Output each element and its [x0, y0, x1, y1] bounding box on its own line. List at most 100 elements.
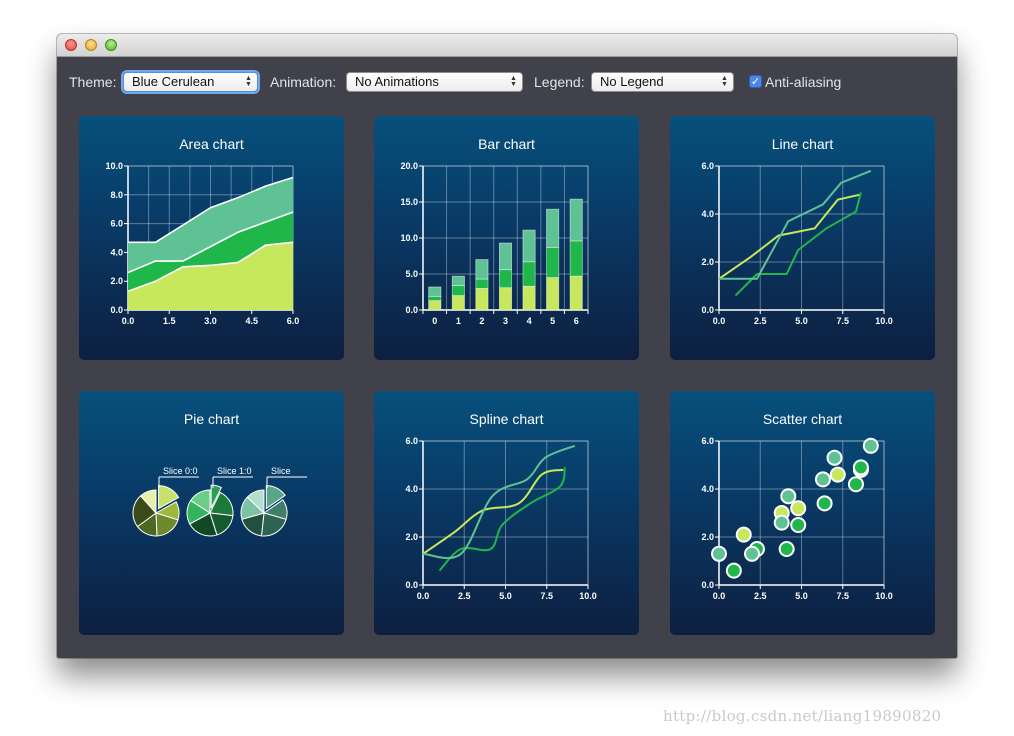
y-tick-label: 15.0	[400, 197, 418, 207]
x-tick-label: 10.0	[875, 316, 893, 326]
y-tick-label: 5.0	[405, 269, 418, 279]
spline-chart-panel: Spline chart 0.0 2.0 4.0 6.0 0.0 2.5 5.0 7.5 10.…	[374, 391, 639, 635]
pie-1-slice-5	[190, 489, 211, 514]
theme-label: Theme:	[69, 74, 117, 90]
pie-chart-title: Pie chart	[183, 411, 240, 427]
x-tick-label: 2.5	[754, 591, 767, 601]
spline-series-1	[438, 467, 566, 572]
scatter-point-2-0	[711, 545, 727, 562]
up-down-arrows-icon: ▲ ▼	[245, 75, 252, 88]
bar-2-series-1	[475, 278, 489, 289]
pie-0-slice-5	[139, 489, 157, 515]
spline-chart-svg: 0.0 2.0 4.0 6.0 0.0 2.5 5.0 7.5 10.0	[405, 436, 596, 601]
scatter-point-2-1	[744, 545, 760, 562]
x-tick-label: 10.0	[579, 591, 597, 601]
title-bar	[57, 34, 957, 57]
x-tick-label: 0.0	[122, 316, 135, 326]
x-tick-label: 7.5	[836, 591, 849, 601]
x-tick-label: 4.5	[245, 316, 258, 326]
bar-3-series-2	[498, 242, 513, 271]
scatter-chart-title: Scatter chart	[762, 411, 843, 427]
y-tick-label: 2.0	[110, 276, 123, 286]
pie-chart-svg: Slice 0:0 Slice 1:0 Slice	[132, 466, 307, 537]
bar-5-series-0	[546, 277, 560, 311]
scatter-point-1-2	[778, 541, 795, 557]
animation-combo[interactable]: No Animations ▲ ▼	[346, 72, 523, 92]
line-chart-title: Line chart	[771, 136, 834, 152]
x-tick-label: 7.5	[540, 591, 553, 601]
spline-series-2	[422, 444, 576, 560]
x-tick-label: 0.0	[417, 591, 430, 601]
scatter-point-2-4	[814, 471, 831, 488]
bar-6-series-2	[569, 198, 583, 242]
bar-chart-svg: 0.0 5.0 10.0 15.0 20.0 0 1 2 3 4 5 6	[400, 161, 589, 326]
animation-combo-value: No Animations	[355, 74, 439, 89]
app-window: Theme: Blue Cerulean ▲ ▼ Animation: No An…	[57, 34, 957, 658]
line-series-2	[719, 169, 872, 280]
legend-combo[interactable]: No Legend ▲ ▼	[591, 72, 734, 92]
antialiasing-checkbox[interactable]: ✓	[749, 75, 762, 88]
x-tick-label: 10.0	[875, 591, 893, 601]
y-tick-label: 0.0	[110, 305, 123, 315]
area-series-edge-0	[127, 241, 294, 293]
x-tick-label: 1	[456, 316, 461, 326]
up-down-arrows-icon: ▲ ▼	[510, 75, 517, 88]
checkmark-icon: ✓	[750, 75, 761, 88]
scatter-point-2-6	[862, 437, 879, 454]
bar-0-series-0	[428, 300, 442, 311]
pie-chart-panel: Pie chart Slice 0:0 Slice 1:0 Slice	[79, 391, 344, 635]
bar-6-series-1	[569, 240, 583, 277]
y-tick-label: 6.0	[701, 436, 714, 446]
bar-5-series-2	[546, 208, 560, 248]
theme-combo[interactable]: Blue Cerulean ▲ ▼	[123, 72, 258, 92]
close-traffic-light-icon[interactable]	[65, 39, 77, 51]
bar-4-series-2	[522, 229, 536, 263]
scatter-chart-svg: 0.0 2.0 4.0 6.0 0.0 2.5 5.0 7.5 10.0	[701, 436, 893, 601]
scatter-point-1-6	[852, 459, 869, 476]
plot-axes: 0.0 2.0 4.0 6.0 0.0 2.5 5.0 7.5 10.0	[701, 161, 892, 326]
pie-0-label: Slice 0:0	[163, 466, 198, 476]
maximize-traffic-light-icon[interactable]	[105, 39, 117, 51]
y-tick-label: 4.0	[701, 209, 714, 219]
pie-1-label: Slice 1:0	[217, 466, 252, 476]
area-chart-svg: 0.0 2.0 4.0 6.0 8.0 10.0 0.0 1.5 3.0 4.5 6.0	[105, 161, 300, 326]
x-tick-label: 6.0	[287, 316, 300, 326]
scatter-point-0-2	[790, 500, 807, 517]
x-tick-label: 2.5	[754, 316, 767, 326]
x-tick-label: 3	[503, 316, 508, 326]
pie-2-slice-0	[265, 485, 286, 510]
x-tick-label: 2.5	[458, 591, 471, 601]
bar-chart-title: Bar chart	[478, 136, 535, 152]
y-tick-label: 4.0	[405, 484, 418, 494]
plot-axes: 0.0 2.0 4.0 6.0 0.0 2.5 5.0 7.5 10.0	[405, 436, 596, 601]
minimize-traffic-light-icon[interactable]	[85, 39, 97, 51]
legend-label: Legend:	[534, 74, 585, 90]
area-chart-panel: Area chart 0.0 2.0 4.0 6.0 8.0 10.0 0.0 1.5 3.0 4…	[79, 116, 344, 360]
bar-4-series-1	[522, 261, 536, 287]
scatter-point-1-4	[816, 495, 833, 512]
x-tick-label: 5	[550, 316, 555, 326]
y-tick-label: 20.0	[400, 161, 418, 171]
bar-3-series-1	[498, 269, 513, 289]
scatter-point-1-0	[725, 562, 742, 579]
bar-6-series-0	[569, 275, 583, 311]
area-series-edge-1	[127, 211, 294, 274]
y-tick-label: 0.0	[405, 580, 418, 590]
x-tick-label: 2	[479, 316, 484, 326]
x-tick-label: 1.5	[163, 316, 176, 326]
bar-2-series-0	[475, 287, 489, 311]
x-tick-label: 6	[574, 316, 579, 326]
y-tick-label: 0.0	[405, 305, 418, 315]
x-tick-label: 3.0	[204, 316, 217, 326]
area-series-edge-2	[128, 176, 294, 244]
y-tick-label: 8.0	[110, 190, 123, 200]
area-series-0	[128, 242, 293, 310]
x-tick-label: 5.0	[795, 316, 808, 326]
up-down-arrows-icon: ▲ ▼	[721, 75, 728, 88]
x-tick-label: 0	[432, 316, 437, 326]
pie-2-slice-2	[260, 512, 287, 537]
y-tick-label: 0.0	[701, 305, 714, 315]
x-tick-label: 5.0	[795, 591, 808, 601]
bar-0-series-1	[428, 295, 442, 302]
y-tick-label: 0.0	[701, 580, 714, 590]
